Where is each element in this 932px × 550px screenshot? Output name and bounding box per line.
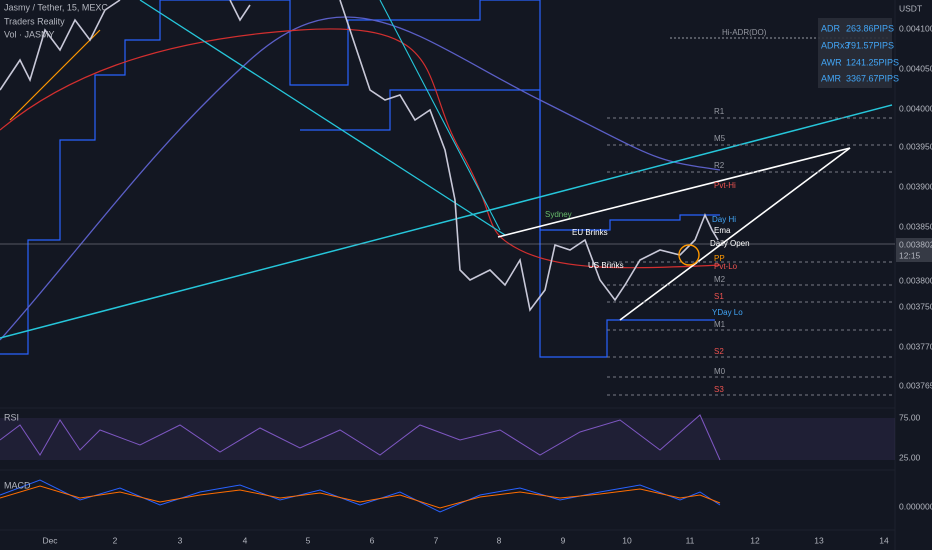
time-axis: Dec 2 3 4 5 6 7 8 9 10 11 12 13 14 [42, 535, 889, 545]
rsi-label: 75.00 [899, 412, 921, 422]
price-label: 0.0037500 [899, 301, 932, 311]
level-label: Daily Open [710, 239, 750, 248]
level-label: YDay Lo [712, 308, 743, 317]
rsi-band [0, 418, 895, 460]
adr-value: 3367.67PIPS [846, 73, 899, 83]
time-label: 12 [750, 535, 760, 545]
level-label: PP [714, 254, 725, 263]
level-label: Pvt-Lo [714, 262, 738, 271]
time-label: Dec [42, 535, 58, 545]
rsi-label: 25.00 [899, 452, 921, 462]
symbol: Jasmy / Tether, 15, MEXC [4, 2, 108, 12]
time-label: 3 [178, 535, 183, 545]
volume-label: Vol · JASMY [4, 29, 55, 39]
current-price-badge [896, 238, 932, 262]
unit: USDT [899, 3, 922, 13]
price-label: 0.0039000 [899, 181, 932, 191]
price-label: 0.0039500 [899, 141, 932, 151]
level-label: R1 [714, 107, 725, 116]
level-label: S2 [714, 347, 724, 356]
adr-rows: ADR 263.86PIPS ADRx3 791.57PIPS AWR 1241… [821, 23, 899, 83]
price-label: 0.0038500 [899, 221, 932, 231]
adr-key: ADR [821, 23, 841, 33]
time-label: 6 [370, 535, 375, 545]
indicator: Traders Reality [4, 16, 65, 26]
session-label: Sydney [545, 210, 572, 219]
adr-line-label: Hi-ADR(DO) [722, 28, 767, 37]
time-label: 14 [879, 535, 889, 545]
adr-value: 1241.25PIPS [846, 57, 899, 67]
macd-label: 0.0000000 [899, 501, 932, 511]
time-label: 4 [243, 535, 248, 545]
time-label: 11 [686, 535, 695, 545]
level-label: Pvt-Hi [714, 181, 736, 190]
time-label: 2 [113, 535, 118, 545]
adr-key: AMR [821, 73, 842, 83]
level-label: Day Hi [712, 215, 736, 224]
time-label: 9 [561, 535, 566, 545]
rsi-line [0, 414, 721, 461]
grid [0, 0, 896, 550]
level-label: M5 [714, 134, 726, 143]
time-label: 7 [434, 535, 439, 545]
macd-title: MACD [4, 480, 31, 490]
time-label: 5 [306, 535, 311, 545]
adr-value: 791.57PIPS [846, 40, 894, 50]
level-label: S1 [714, 292, 724, 301]
current-price: 0.0038028 [899, 239, 932, 249]
price-label: 0.0038000 [899, 275, 932, 285]
price-label: 0.0040500 [899, 63, 932, 73]
macd-signal [0, 485, 721, 509]
rsi-title: RSI [4, 412, 19, 422]
time-label: 10 [622, 535, 632, 545]
level-label: Ema [714, 226, 731, 235]
countdown: 12:15 [899, 250, 921, 260]
level-label: M2 [714, 275, 726, 284]
session-label: EU Brinks [572, 228, 608, 237]
session-label: US Brinks [588, 261, 624, 270]
level-label: S3 [714, 385, 724, 394]
price-label: 0.0037700 [899, 341, 932, 351]
level-label: M1 [714, 320, 726, 329]
level-label: M0 [714, 367, 726, 376]
price-label: 0.0041000 [899, 23, 932, 33]
adr-key: AWR [821, 57, 842, 67]
adr-value: 263.86PIPS [846, 23, 894, 33]
overlays [0, 0, 895, 396]
level-label: R2 [714, 161, 725, 170]
adr-key: ADRx3 [821, 40, 850, 50]
time-label: 8 [497, 535, 502, 545]
price-label: 0.0040000 [899, 103, 932, 113]
adr-box [818, 18, 892, 88]
time-label: 13 [814, 535, 824, 545]
price-label: 0.0037650 [899, 380, 932, 390]
